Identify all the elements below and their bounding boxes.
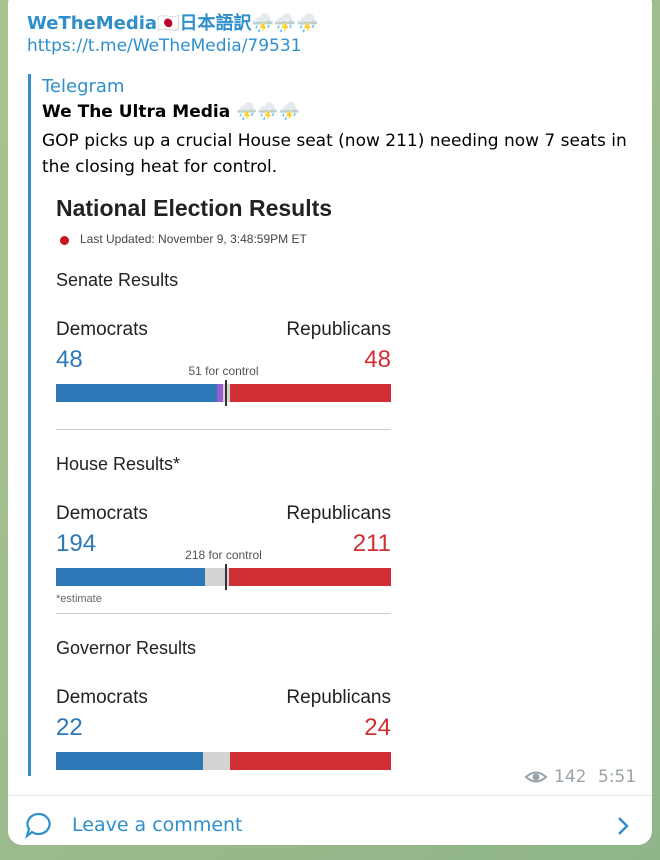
quote-text: GOP picks up a crucial House seat (now 2… (42, 131, 627, 177)
updated: Last Updated: November 9, 3:48:59PM ET (80, 232, 307, 246)
control-label: 218 for control (185, 548, 262, 562)
rep-bar (230, 752, 391, 770)
chevron[interactable] (615, 815, 631, 837)
comment-icon[interactable] (24, 811, 54, 841)
quote-bar (28, 74, 31, 776)
dem-label: Democrats (56, 687, 148, 708)
control-label: 51 for control (188, 364, 259, 378)
views-icon (524, 771, 548, 783)
dem-bar (56, 384, 217, 402)
rep-value: 211 (352, 530, 391, 557)
quote-author: We The Ultra Media ⛈️⛈️⛈️ (42, 102, 300, 122)
section-divider (56, 613, 391, 614)
control-marker (224, 564, 227, 590)
channel-name[interactable]: WeTheMedia🇯🇵日本語訳⛈️⛈️⛈️ (27, 13, 319, 34)
views: 142 (554, 767, 587, 787)
dem-label: Democrats (56, 503, 148, 524)
comment-button[interactable]: Leave a comment (72, 814, 243, 836)
independent-bar (216, 384, 224, 402)
rep-value: 24 (364, 714, 391, 741)
rep-label: Republicans (286, 503, 391, 524)
results-image: National Election Results Last Updated: … (42, 185, 410, 775)
dem-label: Democrats (56, 319, 148, 340)
rep-bar (230, 384, 391, 402)
quote-source: Telegram (42, 76, 125, 97)
rep-label: Republicans (286, 687, 391, 708)
rep-value: 48 (364, 346, 391, 373)
dem-bar (56, 568, 206, 586)
time: 5:51 (598, 767, 637, 787)
rep-label: Republicans (286, 319, 391, 340)
control-marker (224, 380, 227, 406)
race-title: Senate Results (56, 270, 179, 290)
image-title: National Election Results (56, 195, 333, 221)
divider (8, 795, 652, 796)
dem-value: 22 (56, 714, 83, 741)
section-divider (56, 429, 391, 430)
race-title: House Results* (56, 454, 181, 474)
dem-value: 194 (56, 530, 97, 557)
dem-value: 48 (56, 346, 83, 373)
post-link[interactable]: https://t.me/WeTheMedia/79531 (27, 36, 302, 56)
live-dot (60, 236, 69, 245)
rep-bar (228, 568, 391, 586)
dem-bar (56, 752, 204, 770)
note: *estimate (56, 593, 102, 605)
race-title: Governor Results (56, 638, 197, 658)
